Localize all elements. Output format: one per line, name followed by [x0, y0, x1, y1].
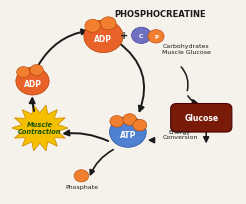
Text: Energy
Conversion: Energy Conversion — [162, 129, 198, 140]
Circle shape — [109, 117, 146, 147]
Text: P: P — [154, 35, 158, 40]
Circle shape — [123, 114, 137, 126]
FancyArrowPatch shape — [118, 43, 144, 112]
Text: C: C — [139, 34, 144, 39]
Text: Carbohydrates
Muscle Glucose: Carbohydrates Muscle Glucose — [162, 44, 211, 55]
FancyArrowPatch shape — [64, 131, 108, 141]
Circle shape — [85, 20, 101, 33]
Circle shape — [17, 67, 30, 78]
Circle shape — [132, 28, 151, 44]
Circle shape — [74, 170, 89, 182]
Text: ADP: ADP — [94, 35, 112, 44]
Text: Muscle
Contraction: Muscle Contraction — [18, 122, 62, 135]
Text: PHOSPHOCREATINE: PHOSPHOCREATINE — [114, 10, 205, 19]
Text: Glucose: Glucose — [184, 114, 218, 123]
Text: Phosphate: Phosphate — [65, 184, 98, 189]
Text: +: + — [120, 31, 128, 41]
Circle shape — [148, 30, 164, 44]
Polygon shape — [12, 106, 68, 151]
Circle shape — [110, 116, 124, 128]
FancyBboxPatch shape — [171, 104, 232, 132]
Circle shape — [84, 21, 123, 53]
FancyArrowPatch shape — [181, 68, 188, 91]
FancyArrowPatch shape — [90, 150, 113, 175]
FancyArrowPatch shape — [188, 96, 197, 105]
Circle shape — [101, 18, 116, 31]
FancyArrowPatch shape — [30, 99, 35, 112]
Circle shape — [16, 68, 49, 95]
Circle shape — [30, 65, 43, 76]
Circle shape — [133, 120, 147, 131]
FancyArrowPatch shape — [39, 30, 86, 65]
Text: ADP: ADP — [24, 79, 42, 88]
Text: ATP: ATP — [120, 130, 136, 139]
